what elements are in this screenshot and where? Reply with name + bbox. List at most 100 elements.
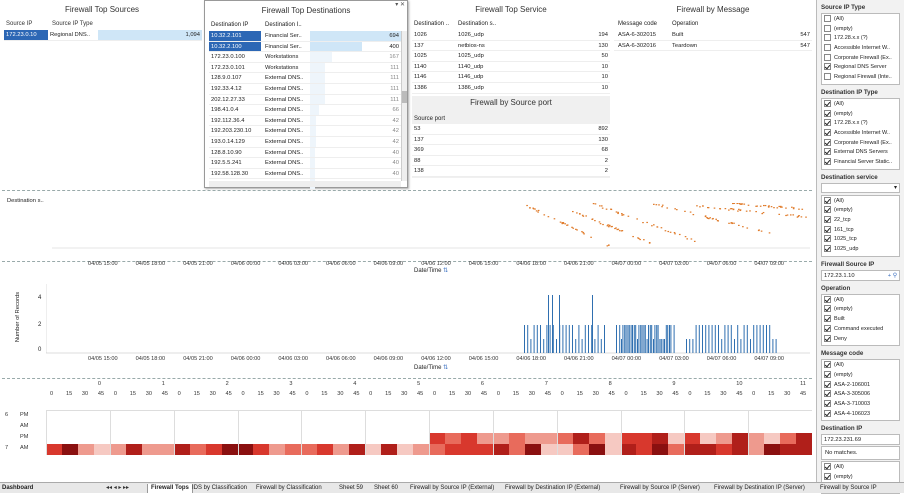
record-bar[interactable] [686, 339, 687, 353]
heatmap-cell[interactable] [365, 444, 382, 455]
scatter-point[interactable] [731, 208, 733, 210]
col-operation[interactable]: Operation [672, 21, 699, 27]
tab-sheet[interactable]: Firewall Tops [147, 484, 193, 493]
heatmap-cell[interactable] [732, 444, 749, 455]
tab-nav-arrows-icon[interactable]: ◂◂ ◂ ▸ ▸▸ [106, 485, 130, 491]
record-bar[interactable] [659, 339, 661, 353]
heatmap-cell[interactable] [604, 444, 621, 455]
record-bar[interactable] [756, 325, 758, 353]
scatter-point[interactable] [636, 218, 638, 220]
heatmap-cell[interactable] [301, 444, 318, 455]
filter-item[interactable]: (All) [822, 295, 899, 306]
scatter-point[interactable] [800, 216, 803, 218]
records-bars[interactable] [46, 284, 810, 354]
checkbox[interactable] [824, 53, 831, 61]
col-source-ip[interactable]: Source IP [6, 21, 33, 27]
scatter-point[interactable] [796, 216, 799, 218]
record-bar[interactable] [766, 325, 767, 353]
filter-item[interactable]: (All) [822, 196, 899, 207]
scatter-point[interactable] [572, 227, 575, 229]
scatter-point[interactable] [599, 205, 601, 207]
record-bar[interactable] [524, 325, 525, 353]
scatter-point[interactable] [582, 215, 585, 217]
heatmap-cell[interactable] [253, 444, 270, 455]
scatter-point[interactable] [562, 222, 565, 224]
scatter-point[interactable] [661, 206, 663, 208]
checkbox[interactable] [824, 15, 831, 23]
checkbox[interactable] [824, 99, 831, 107]
record-bar[interactable] [753, 325, 755, 353]
record-bar[interactable] [711, 325, 713, 353]
scatter-point[interactable] [562, 221, 565, 224]
heatmap-cell[interactable] [540, 444, 557, 455]
scatter-point[interactable] [535, 210, 538, 212]
scatter-point[interactable] [607, 224, 609, 226]
record-bar[interactable] [527, 325, 529, 353]
heatmap-cell[interactable] [413, 444, 430, 455]
scatter-point[interactable] [706, 217, 708, 219]
heatmap-cell[interactable] [748, 433, 765, 444]
record-bar[interactable] [638, 325, 640, 353]
scatter-point[interactable] [684, 210, 686, 212]
top-destinations-panel[interactable]: ▾ ✕ Firewall Top Destinations Destinatio… [204, 0, 408, 190]
heatmap-cell[interactable] [556, 433, 573, 444]
filter-item[interactable]: 1025_udp [822, 245, 899, 255]
scatter-point[interactable] [617, 212, 619, 215]
checkbox[interactable] [824, 196, 831, 204]
filter-item[interactable]: (All) [822, 463, 899, 473]
scatter-point[interactable] [755, 205, 757, 207]
scatter-point[interactable] [707, 207, 710, 209]
record-bar[interactable] [641, 325, 643, 353]
tab-dashboard[interactable]: Dashboard [2, 485, 34, 491]
table-row[interactable]: ASA-6-302016 Teardown 547 [614, 41, 812, 52]
add-clear-icon[interactable]: + ⚲ [887, 272, 897, 279]
record-bar[interactable] [548, 295, 549, 353]
scatter-point[interactable] [660, 227, 663, 229]
record-bar[interactable] [552, 325, 554, 353]
col-message-code[interactable]: Message code [618, 21, 658, 27]
record-bar[interactable] [630, 325, 632, 353]
heatmap-cell[interactable] [700, 433, 717, 444]
filter-item[interactable]: ASA-2-106001 [822, 380, 899, 391]
heatmap-cell[interactable] [780, 433, 797, 444]
filter-item[interactable]: Regional DNS Server [822, 63, 899, 73]
record-bar[interactable] [772, 339, 774, 353]
scatter-point[interactable] [537, 209, 540, 212]
scatter-point[interactable] [576, 212, 578, 214]
filter-item[interactable]: Deny [822, 334, 899, 345]
heatmap-cell[interactable] [460, 444, 478, 455]
tab-sheet[interactable]: IDS by Classification [192, 485, 248, 491]
scatter-point[interactable] [537, 211, 539, 213]
checkbox[interactable] [824, 206, 831, 214]
table-row[interactable]: 1386 1386_udp 10 [412, 83, 610, 94]
scatter-point[interactable] [764, 204, 767, 207]
table-row[interactable]: 192.112.36.4 External DNS.. 42 [209, 115, 401, 127]
heatmap-cell[interactable] [237, 444, 254, 455]
record-bar[interactable] [730, 325, 732, 353]
scatter-point[interactable] [778, 213, 781, 215]
table-row[interactable]: 192.5.5.241 External DNS.. 40 [209, 158, 401, 169]
scatter-point[interactable] [740, 203, 742, 205]
heatmap-cell[interactable] [588, 433, 605, 444]
scatter-point[interactable] [526, 204, 528, 207]
scatter-point[interactable] [594, 220, 596, 222]
checkbox[interactable] [824, 295, 831, 303]
record-bar[interactable] [637, 339, 638, 353]
record-bar[interactable] [662, 339, 664, 353]
table-row[interactable]: 172.23.0.10 Regional DNS.. 1,094 [4, 30, 202, 41]
scatter-point[interactable] [608, 224, 611, 226]
scatter-point[interactable] [638, 237, 640, 240]
scatter-point[interactable] [571, 226, 573, 228]
record-bar[interactable] [621, 339, 622, 353]
filter-item[interactable]: Regional Firewall (Inte.. [822, 73, 899, 83]
filter-item[interactable]: (empty) [822, 206, 899, 216]
record-bar[interactable] [628, 325, 630, 353]
record-bar[interactable] [746, 325, 748, 353]
record-bar[interactable] [549, 325, 551, 353]
record-bar[interactable] [572, 325, 573, 353]
scatter-point[interactable] [614, 227, 616, 230]
scatter-point[interactable] [717, 220, 720, 222]
filter-item[interactable]: (empty) [822, 109, 899, 120]
heatmap-cell[interactable] [700, 444, 717, 455]
heatmap-cell[interactable] [285, 444, 302, 455]
